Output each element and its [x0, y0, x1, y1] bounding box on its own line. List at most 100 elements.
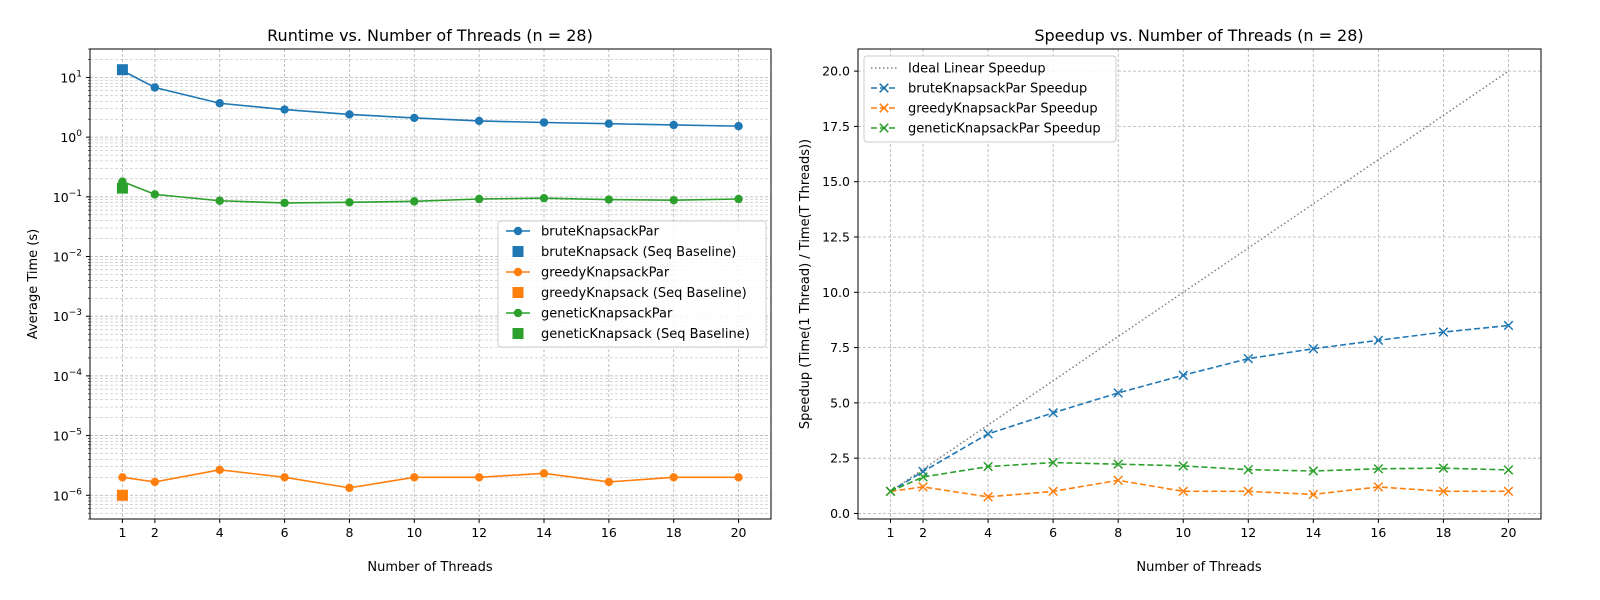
speedup-y-tick-label: 5.0 — [830, 395, 850, 410]
speedup-point-bruteknapsackpar-speedup — [1373, 335, 1384, 346]
speedup-legend-items: Ideal Linear Speedup bruteKnapsackPar Spe… — [871, 62, 1101, 137]
runtime-series-geneticknapsackpar — [118, 177, 743, 208]
speedup-series-layer — [885, 70, 1514, 502]
speedup-point-greedyknapsackpar-speedup — [1243, 486, 1254, 497]
runtime-y-axis-label: Average Time (s) — [26, 229, 41, 339]
runtime-point-greedyknapsackpar — [410, 473, 419, 482]
speedup-x-tick-label: 12 — [1240, 525, 1256, 540]
speedup-legend-item: geneticKnapsackPar Speedup — [871, 122, 1101, 137]
runtime-point-bruteknapsackpar — [215, 99, 224, 108]
runtime-point-geneticknapsackpar — [280, 198, 289, 208]
runtime-point-greedyknapsackpar — [734, 473, 743, 482]
runtime-y-tick-label: 10−2 — [53, 249, 82, 265]
runtime-point-greedyknapsackpar — [604, 477, 614, 487]
speedup-ticks: 1 2 4 6 8 10 12 14 16 18 200.02.55.07.510.012.515.… — [822, 64, 1516, 540]
speedup-point-geneticknapsackpar-speedup — [1048, 457, 1058, 468]
speedup-plot-frame — [857, 48, 1542, 520]
runtime-series-bruteknapsack-seq-baseline — [116, 64, 128, 76]
speedup-y-tick-label: 0.0 — [830, 506, 850, 521]
runtime-x-tick-label: 8 — [345, 525, 353, 540]
speedup-legend-item: bruteKnapsackPar Speedup — [871, 82, 1087, 97]
speedup-point-bruteknapsackpar-speedup — [983, 429, 993, 439]
speedup-x-tick-label: 4 — [984, 525, 992, 540]
runtime-legend-label: bruteKnapsackPar — [541, 225, 660, 240]
runtime-series-layer — [116, 64, 743, 501]
runtime-legend-items: bruteKnapsackPar bruteKnapsack (Seq Basel… — [506, 225, 750, 342]
speedup-point-bruteknapsackpar-speedup — [1113, 388, 1124, 398]
runtime-legend-label: greedyKnapsackPar — [541, 266, 670, 281]
runtime-legend-marker — [512, 328, 524, 339]
runtime-point-greedyknapsackpar — [669, 473, 678, 482]
speedup-y-axis-label: Speedup (Time(1 Thread) / Time(T Threads… — [798, 139, 813, 429]
speedup-line-greedyknapsackpar-speedup — [890, 479, 1509, 498]
runtime-point-greedyknapsackpar — [150, 477, 160, 487]
speedup-legend-marker — [879, 103, 889, 113]
speedup-point-geneticknapsackpar-speedup — [1178, 461, 1189, 471]
speedup-point-geneticknapsackpar-speedup — [918, 472, 928, 482]
speedup-point-bruteknapsackpar-speedup — [1178, 370, 1189, 381]
speedup-grid — [858, 49, 1541, 519]
runtime-point-geneticknapsackpar — [604, 195, 614, 204]
speedup-point-greedyknapsackpar-speedup — [1178, 486, 1189, 497]
runtime-legend-marker — [513, 226, 523, 236]
runtime-chart-title: Runtime vs. Number of Threads (n = 28) — [267, 26, 593, 45]
speedup-point-geneticknapsackpar-speedup — [1438, 463, 1449, 473]
runtime-x-tick-label: 18 — [666, 525, 682, 540]
runtime-point-geneticknapsackpar — [474, 194, 484, 204]
speedup-x-tick-label: 10 — [1175, 525, 1191, 540]
runtime-x-tick-label: 10 — [406, 525, 422, 540]
runtime-y-tick-label: 10−1 — [53, 189, 82, 205]
runtime-x-tick-label: 16 — [601, 525, 617, 540]
speedup-y-tick-label: 15.0 — [822, 174, 850, 189]
speedup-point-bruteknapsackpar-speedup — [1243, 353, 1254, 364]
runtime-point-geneticknapsackpar — [734, 194, 743, 204]
runtime-y-tick-label: 10−5 — [53, 428, 82, 444]
speedup-legend-marker — [879, 83, 889, 93]
speedup-legend-label: Ideal Linear Speedup — [908, 62, 1046, 77]
runtime-legend-item: greedyKnapsack (Seq Baseline) — [512, 286, 747, 301]
runtime-legend-marker — [512, 246, 524, 257]
runtime-legend-label: greedyKnapsack (Seq Baseline) — [541, 286, 747, 301]
speedup-point-greedyknapsackpar-speedup — [1438, 486, 1449, 497]
runtime-legend-label: bruteKnapsack (Seq Baseline) — [541, 245, 736, 260]
runtime-legend-item: greedyKnapsackPar — [506, 266, 670, 281]
runtime-x-tick-label: 20 — [731, 525, 747, 540]
runtime-point-greedyknapsack-seq-baseline — [116, 489, 128, 501]
runtime-legend-marker — [513, 267, 523, 277]
speedup-chart: Speedup vs. Number of Threads (n = 28) N… — [798, 26, 1542, 575]
speedup-legend-box — [863, 55, 1117, 143]
runtime-legend-item: bruteKnapsack (Seq Baseline) — [512, 245, 736, 260]
speedup-x-axis-label: Number of Threads — [1136, 560, 1261, 575]
runtime-point-greedyknapsackpar — [215, 465, 224, 474]
runtime-legend: bruteKnapsackPar bruteKnapsack (Seq Basel… — [497, 220, 767, 348]
runtime-legend-box — [497, 220, 767, 348]
runtime-y-tick-label: 101 — [60, 69, 82, 85]
runtime-legend-marker — [513, 308, 523, 318]
runtime-chart: Runtime vs. Number of Threads (n = 28) N… — [26, 26, 772, 575]
speedup-point-bruteknapsackpar-speedup — [1048, 408, 1058, 418]
runtime-y-tick-label: 10−6 — [53, 487, 82, 503]
runtime-point-bruteknapsackpar — [280, 105, 289, 114]
speedup-line-geneticknapsackpar-speedup — [890, 461, 1509, 493]
runtime-x-tick-label: 4 — [216, 525, 224, 540]
runtime-legend-item: geneticKnapsackPar — [506, 307, 673, 322]
speedup-y-tick-label: 20.0 — [822, 64, 850, 79]
runtime-point-bruteknapsackpar — [410, 113, 419, 123]
runtime-x-axis-label: Number of Threads — [367, 560, 492, 575]
runtime-series-greedyknapsack-seq-baseline — [116, 489, 128, 501]
speedup-x-tick-label: 1 — [887, 525, 895, 540]
runtime-x-tick-label: 2 — [151, 525, 159, 540]
runtime-point-geneticknapsack-seq-baseline — [116, 182, 128, 194]
runtime-point-greedyknapsackpar — [280, 473, 289, 482]
runtime-point-greedyknapsackpar — [474, 473, 484, 482]
runtime-legend-marker — [512, 287, 524, 298]
runtime-point-bruteknapsackpar — [345, 110, 354, 119]
speedup-point-bruteknapsackpar-speedup — [1503, 320, 1514, 331]
speedup-series-geneticknapsackpar-speedup — [885, 457, 1514, 497]
speedup-point-greedyknapsackpar-speedup — [1113, 475, 1124, 486]
speedup-chart-title: Speedup vs. Number of Threads (n = 28) — [1034, 26, 1363, 45]
speedup-y-tick-label: 7.5 — [830, 340, 850, 355]
speedup-point-geneticknapsackpar-speedup — [1503, 465, 1514, 475]
speedup-point-geneticknapsackpar-speedup — [1113, 459, 1124, 469]
